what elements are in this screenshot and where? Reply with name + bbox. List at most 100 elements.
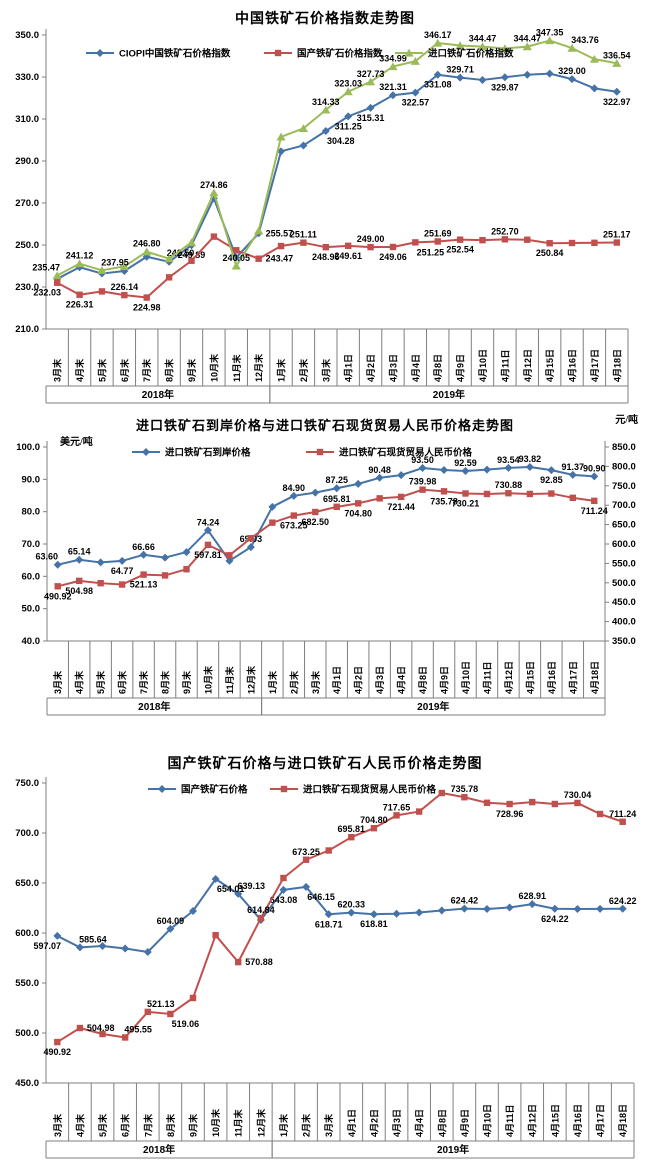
svg-text:251.17: 251.17 — [603, 230, 631, 240]
svg-text:2月末: 2月末 — [288, 670, 299, 694]
svg-text:334.99: 334.99 — [379, 54, 407, 64]
svg-text:7月末: 7月末 — [142, 1113, 153, 1137]
svg-text:624.22: 624.22 — [609, 896, 637, 906]
svg-text:6月末: 6月末 — [117, 670, 128, 694]
svg-text:10月末: 10月末 — [210, 1108, 221, 1137]
chart-title: 进口铁矿石到岸价格与进口铁矿石现货贸易人民币价格走势图 — [135, 418, 514, 433]
legend: 国产铁矿石价格 进口铁矿石现货贸易人民币价格 — [148, 784, 437, 796]
svg-text:4月1日: 4月1日 — [332, 666, 342, 694]
svg-text:735.78: 735.78 — [451, 784, 479, 794]
svg-text:310.0: 310.0 — [15, 114, 39, 125]
svg-text:322.97: 322.97 — [603, 97, 631, 107]
svg-text:721.44: 721.44 — [387, 502, 415, 512]
svg-text:495.55: 495.55 — [124, 1024, 152, 1034]
svg-text:243.47: 243.47 — [266, 254, 294, 264]
svg-text:739.98: 739.98 — [409, 477, 437, 487]
svg-text:4月12日: 4月12日 — [504, 661, 514, 694]
svg-text:250.84: 250.84 — [536, 248, 564, 258]
svg-text:进口铁矿石现货贸易人民币价格: 进口铁矿石现货贸易人民币价格 — [303, 784, 437, 796]
svg-text:252.70: 252.70 — [491, 226, 519, 236]
svg-text:673.25: 673.25 — [292, 847, 320, 857]
svg-text:50.0: 50.0 — [22, 604, 41, 615]
svg-text:241.12: 241.12 — [66, 251, 94, 261]
series-进口铁矿石现货贸易人民币价格 — [54, 486, 598, 590]
svg-text:9月末: 9月末 — [181, 670, 192, 694]
svg-text:4月9日: 4月9日 — [440, 666, 450, 694]
svg-text:650.0: 650.0 — [612, 520, 636, 531]
svg-text:8月末: 8月末 — [165, 1113, 176, 1137]
svg-text:251.25: 251.25 — [417, 247, 445, 257]
svg-text:249.89: 249.89 — [178, 250, 206, 260]
svg-text:4月18日: 4月18日 — [612, 349, 622, 382]
svg-text:251.69: 251.69 — [424, 228, 452, 238]
svg-text:2018年: 2018年 — [142, 388, 174, 401]
svg-text:进口铁矿石现货贸易人民币价格: 进口铁矿石现货贸易人民币价格 — [339, 447, 473, 459]
svg-text:100.0: 100.0 — [16, 442, 40, 453]
svg-text:4月1日: 4月1日 — [344, 354, 354, 382]
svg-text:9月末: 9月末 — [188, 1113, 199, 1137]
svg-text:249.00: 249.00 — [357, 234, 385, 244]
svg-text:3月末: 3月末 — [323, 1113, 334, 1137]
svg-text:74.24: 74.24 — [197, 517, 220, 527]
svg-text:329.71: 329.71 — [446, 65, 474, 75]
svg-text:597.07: 597.07 — [34, 941, 62, 951]
svg-text:224.98: 224.98 — [133, 303, 161, 313]
svg-text:4月4日: 4月4日 — [415, 1109, 425, 1137]
svg-text:450.0: 450.0 — [15, 1078, 39, 1089]
svg-text:618.71: 618.71 — [315, 919, 343, 929]
svg-text:65.14: 65.14 — [68, 547, 91, 557]
series-data-labels: 490.92 504.98 495.55 521.13 519.06 570.88 614.… — [44, 784, 637, 1057]
svg-text:2019年: 2019年 — [417, 700, 449, 713]
svg-text:64.77: 64.77 — [111, 566, 134, 576]
svg-text:70.0: 70.0 — [22, 539, 41, 550]
svg-text:490.92: 490.92 — [44, 591, 72, 601]
right-axis-unit-label: 元/吨 — [615, 415, 638, 426]
svg-text:570.88: 570.88 — [245, 957, 273, 967]
legend: CIOPI中国铁矿石价格指数 国产铁矿石价格指数 进口铁矿石价格指数 — [86, 48, 514, 60]
svg-text:717.65: 717.65 — [383, 802, 411, 812]
svg-text:4月16日: 4月16日 — [547, 661, 557, 694]
svg-text:750.0: 750.0 — [612, 481, 636, 492]
svg-text:350.0: 350.0 — [15, 30, 39, 41]
svg-text:2月末: 2月末 — [301, 1113, 312, 1137]
svg-text:249.61: 249.61 — [334, 251, 362, 261]
svg-text:6月末: 6月末 — [119, 358, 130, 382]
svg-text:4月末: 4月末 — [74, 670, 85, 694]
svg-text:7月末: 7月末 — [141, 358, 152, 382]
svg-text:654.01: 654.01 — [217, 884, 245, 894]
svg-text:210.0: 210.0 — [15, 324, 39, 335]
svg-text:11月末: 11月末 — [224, 665, 235, 694]
svg-text:92.59: 92.59 — [454, 458, 477, 468]
svg-text:240.05: 240.05 — [223, 253, 251, 263]
y2-axis: 350.0 400.0 450.0 500.0 550.0 600.0 650.0 700.0… — [604, 441, 636, 647]
svg-text:643.08: 643.08 — [270, 895, 298, 905]
svg-text:639.13: 639.13 — [237, 881, 265, 891]
svg-text:40.0: 40.0 — [22, 636, 41, 647]
svg-text:624.42: 624.42 — [451, 896, 479, 906]
svg-text:7月末: 7月末 — [138, 670, 149, 694]
svg-text:4月1日: 4月1日 — [347, 1109, 357, 1137]
svg-text:5月末: 5月末 — [97, 1113, 108, 1137]
svg-text:3月末: 3月末 — [52, 358, 63, 382]
svg-text:521.13: 521.13 — [130, 580, 158, 590]
svg-text:235.47: 235.47 — [32, 263, 60, 273]
svg-text:711.24: 711.24 — [581, 506, 608, 516]
legend-item: 进口铁矿石现货贸易人民币价格 — [270, 784, 437, 796]
svg-text:290.0: 290.0 — [15, 156, 39, 167]
svg-text:344.47: 344.47 — [514, 34, 542, 44]
svg-text:3月末: 3月末 — [320, 358, 331, 382]
svg-text:550.0: 550.0 — [15, 978, 39, 989]
chart-canvas: 210.0 230.0 250.0 270.0 290.0 310.0 330.0 350.0… — [15, 28, 631, 404]
chart-canvas: 450.0 500.0 550.0 600.0 650.0 700.0 750.0 3月末 4月… — [15, 777, 637, 1159]
svg-text:730.21: 730.21 — [452, 498, 480, 508]
svg-text:519.06: 519.06 — [172, 1019, 200, 1029]
svg-text:711.24: 711.24 — [609, 809, 636, 819]
svg-text:330.0: 330.0 — [15, 72, 39, 83]
svg-text:237.95: 237.95 — [101, 257, 129, 267]
svg-text:246.80: 246.80 — [133, 239, 161, 249]
svg-text:800.0: 800.0 — [612, 461, 636, 472]
svg-text:11月末: 11月末 — [231, 353, 242, 382]
series-国产铁矿石价格 — [53, 874, 627, 956]
